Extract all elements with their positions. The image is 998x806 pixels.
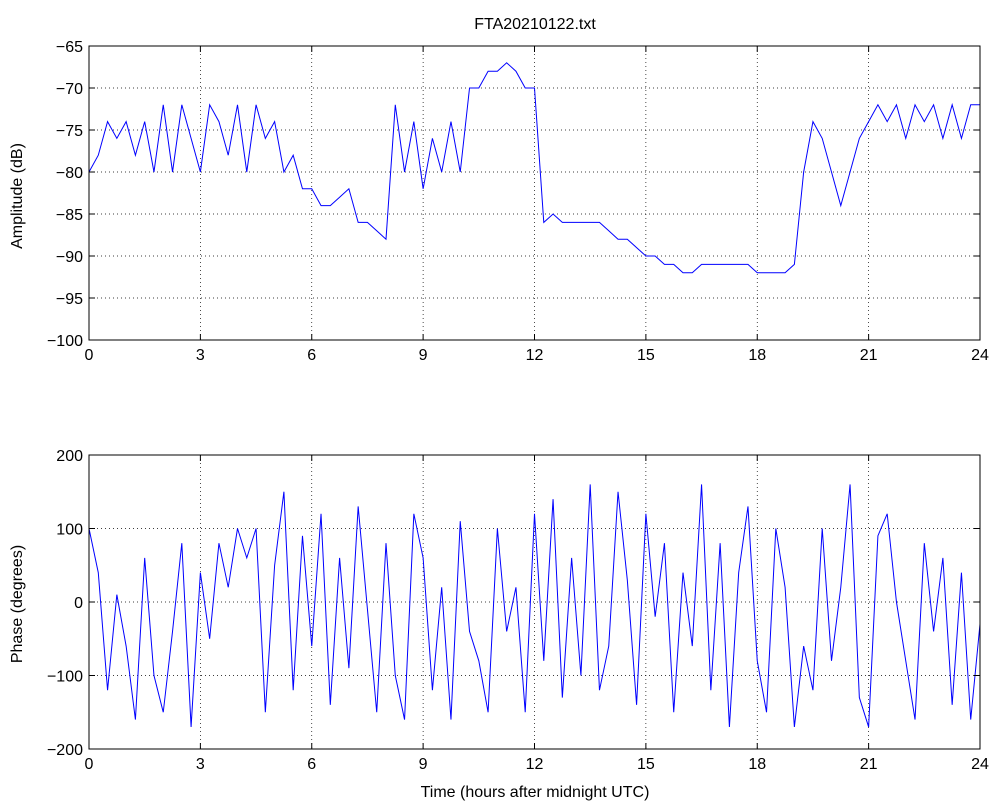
amplitude-y-axis-label: Amplitude (dB) — [9, 143, 26, 249]
phase-y-ticks: −200 −100 0 100 200 — [47, 448, 980, 759]
phase-x-tick-label: 21 — [860, 756, 878, 773]
amplitude-series-line — [88, 62, 980, 274]
phase-x-tick-label: 18 — [748, 756, 766, 773]
amplitude-x-tick-label: 15 — [637, 347, 655, 364]
phase-x-tick-label: 12 — [526, 756, 544, 773]
amplitude-plot: 0 3 6 9 12 15 18 21 24 −100 −95 −90 −85 −80 −75 −70 −65… — [9, 39, 989, 364]
phase-x-tick-label: 0 — [85, 756, 94, 773]
amplitude-x-ticks: 0 3 6 9 12 15 18 21 24 — [85, 46, 989, 364]
chart-title: FTA20210122.txt — [474, 16, 596, 33]
amplitude-x-tick-label: 24 — [971, 347, 989, 364]
amplitude-x-tick-label: 18 — [748, 347, 766, 364]
phase-y-tick-label: −100 — [47, 669, 83, 686]
amplitude-x-tick-label: 9 — [419, 347, 428, 364]
phase-x-tick-label: 3 — [196, 756, 205, 773]
phase-x-tick-label: 15 — [637, 756, 655, 773]
amplitude-y-tick-label: −65 — [56, 39, 83, 56]
amplitude-x-tick-label: 0 — [85, 347, 94, 364]
amplitude-y-ticks: −100 −95 −90 −85 −80 −75 −70 −65 — [47, 39, 980, 350]
amplitude-y-tick-label: −70 — [56, 81, 83, 98]
amplitude-y-tick-label: −80 — [56, 165, 83, 182]
phase-x-tick-label: 24 — [971, 756, 989, 773]
phase-y-axis-label: Phase (degrees) — [9, 545, 26, 663]
phase-x-tick-label: 9 — [419, 756, 428, 773]
amplitude-y-tick-label: −95 — [56, 291, 83, 308]
phase-plot: 0 3 6 9 12 15 18 21 24 −200 −100 0 100 200 Phase (de… — [9, 448, 989, 801]
amplitude-y-tick-label: −85 — [56, 207, 83, 224]
phase-y-tick-label: 200 — [56, 448, 83, 465]
amplitude-x-tick-label: 21 — [860, 347, 878, 364]
phase-y-tick-label: 0 — [74, 595, 83, 612]
amplitude-y-tick-label: −75 — [56, 123, 83, 140]
amplitude-y-tick-label: −100 — [47, 333, 83, 350]
phase-series-line — [88, 484, 981, 728]
amplitude-x-tick-label: 3 — [196, 347, 205, 364]
phase-y-tick-label: 100 — [56, 522, 83, 539]
amplitude-y-tick-label: −90 — [56, 249, 83, 266]
phase-x-tick-label: 6 — [307, 756, 316, 773]
phase-y-tick-label: −200 — [47, 742, 83, 759]
phase-x-ticks: 0 3 6 9 12 15 18 21 24 — [85, 455, 989, 773]
phase-grid — [89, 455, 980, 749]
amplitude-x-tick-label: 12 — [526, 347, 544, 364]
phase-x-axis-label: Time (hours after midnight UTC) — [421, 784, 650, 801]
amplitude-x-tick-label: 6 — [307, 347, 316, 364]
